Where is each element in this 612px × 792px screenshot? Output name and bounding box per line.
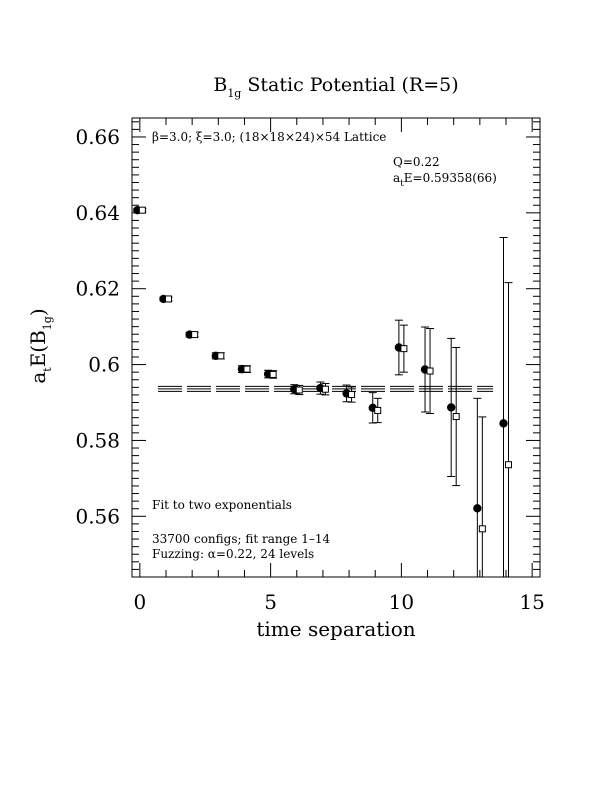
plot-frame bbox=[131, 117, 541, 578]
data-point-square bbox=[348, 391, 356, 399]
data-point-square bbox=[400, 345, 408, 353]
data-marks bbox=[133, 205, 513, 577]
data-point-square bbox=[452, 413, 460, 421]
lattice-annotation: β=3.0; ξ=3.0; (18×18×24)×54 Lattice bbox=[152, 130, 386, 144]
data-point-circle bbox=[446, 403, 456, 412]
fit-description: Fit to two exponentials bbox=[152, 498, 292, 512]
data-point-square bbox=[478, 525, 486, 533]
data-point-square bbox=[321, 385, 329, 393]
data-point-circle bbox=[499, 419, 508, 428]
ylabel-main: a bbox=[26, 372, 50, 384]
title-rest: Static Potential (R=5) bbox=[241, 74, 458, 96]
x-tick-label: 0 bbox=[133, 590, 146, 614]
ylabel-end: ) bbox=[26, 308, 50, 316]
data-point-square bbox=[165, 295, 172, 303]
data-point-square bbox=[426, 367, 434, 375]
data-point-square bbox=[374, 406, 382, 414]
x-tick-label: 10 bbox=[389, 590, 414, 614]
ate-annotation: atE=0.59358(66) bbox=[393, 171, 497, 189]
chart-title: B1g Static Potential (R=5) bbox=[213, 74, 458, 100]
data-point-square bbox=[295, 386, 303, 394]
y-tick-label: 0.64 bbox=[75, 201, 120, 225]
axis-ticks bbox=[132, 118, 540, 577]
data-point-square bbox=[138, 206, 146, 214]
title-subscript: 1g bbox=[227, 87, 241, 100]
data-point-square bbox=[243, 365, 251, 373]
data-point-square bbox=[191, 331, 199, 339]
data-point-square bbox=[217, 352, 225, 360]
axis-tick-labels: 0 5 10 15 0.56 0.58 0.6 0.62 0.64 0.66 bbox=[75, 125, 544, 614]
y-tick-label: 0.56 bbox=[75, 504, 120, 528]
title-main: B bbox=[213, 74, 227, 96]
ylabel-subscript-2: 1g bbox=[41, 316, 54, 330]
y-tick-label: 0.62 bbox=[75, 277, 120, 301]
data-point-square bbox=[269, 370, 277, 378]
x-tick-label: 5 bbox=[264, 590, 277, 614]
y-axis-label: atE(B1g) bbox=[26, 308, 54, 383]
y-tick-label: 0.58 bbox=[75, 428, 120, 452]
x-tick-label: 15 bbox=[519, 590, 544, 614]
ate-subscript: t bbox=[400, 179, 404, 189]
x-axis-label: time separation bbox=[256, 617, 415, 641]
data-point-circle bbox=[473, 504, 482, 513]
y-tick-label: 0.66 bbox=[75, 125, 120, 149]
ate-main: a bbox=[393, 171, 400, 185]
fuzzing-annotation: Fuzzing: α=0.22, 24 levels bbox=[152, 547, 314, 561]
data-point-square bbox=[505, 461, 512, 469]
y-tick-label: 0.6 bbox=[88, 353, 120, 377]
ate-rest: E=0.59358(66) bbox=[404, 171, 497, 185]
q-annotation: Q=0.22 bbox=[393, 155, 440, 169]
ylabel-mid: E(B bbox=[26, 330, 50, 367]
configs-annotation: 33700 configs; fit range 1–14 bbox=[152, 532, 330, 546]
ylabel-subscript-1: t bbox=[41, 367, 54, 372]
